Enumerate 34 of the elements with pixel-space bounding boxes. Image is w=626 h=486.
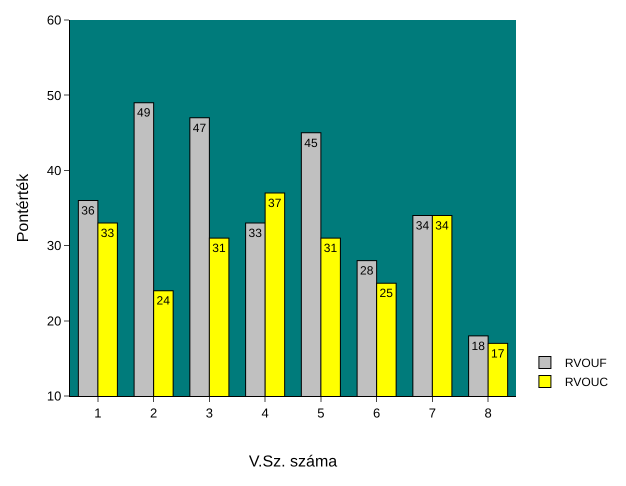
data-label: 36 bbox=[81, 203, 95, 218]
x-tick-label: 2 bbox=[150, 406, 158, 421]
data-label: 49 bbox=[137, 106, 151, 120]
y-tick-label: 40 bbox=[46, 162, 62, 178]
data-label: 17 bbox=[491, 346, 505, 360]
data-label: 18 bbox=[472, 338, 486, 353]
y-axis-title: Pontérték bbox=[15, 172, 32, 242]
data-label: 33 bbox=[248, 226, 262, 240]
data-label: 31 bbox=[212, 241, 226, 256]
data-label: 45 bbox=[304, 136, 318, 150]
y-tick-label: 20 bbox=[46, 313, 62, 328]
data-label: 34 bbox=[416, 218, 430, 233]
y-tick-label: 10 bbox=[46, 388, 62, 404]
data-label: 47 bbox=[192, 120, 206, 135]
data-label: 28 bbox=[360, 264, 374, 278]
data-label: 31 bbox=[324, 241, 338, 256]
y-tick-label: 30 bbox=[46, 238, 62, 254]
data-label: 37 bbox=[268, 196, 282, 210]
x-tick-label: 5 bbox=[317, 406, 324, 421]
x-tick-label: 6 bbox=[373, 406, 380, 421]
x-tick-label: 8 bbox=[484, 406, 492, 421]
x-tick-label: 3 bbox=[206, 406, 213, 421]
x-axis-title: V.Sz. száma bbox=[248, 453, 338, 470]
y-tick-label: 50 bbox=[46, 88, 62, 103]
data-label: 34 bbox=[435, 218, 449, 233]
y-tick-label: 60 bbox=[46, 12, 62, 28]
legend-label: RVOUF bbox=[564, 356, 607, 370]
x-tick-label: 7 bbox=[428, 406, 436, 421]
legend-label: RVOUC bbox=[564, 375, 608, 390]
x-tick-label: 4 bbox=[262, 406, 269, 421]
data-label: 25 bbox=[380, 286, 394, 300]
data-label: 33 bbox=[100, 226, 114, 240]
x-tick-label: 1 bbox=[94, 406, 102, 421]
data-label: 24 bbox=[156, 294, 170, 308]
